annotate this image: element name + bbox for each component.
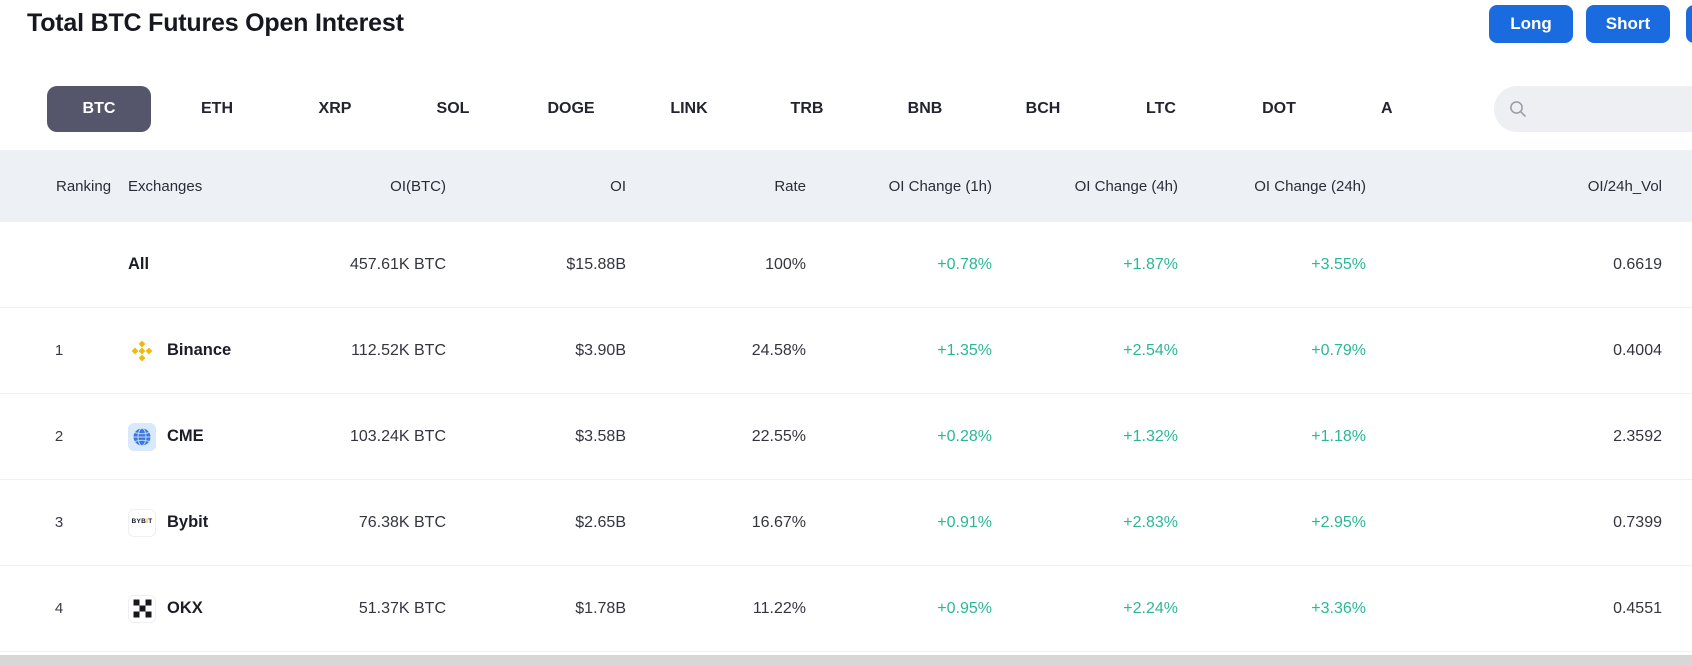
oi-btc-cell: 76.38K BTC [358, 513, 446, 531]
oi-change-24h-cell: +1.18% [1311, 427, 1366, 445]
bybit-icon: BYBIT [128, 508, 156, 537]
oi-change-4h-cell: +2.83% [1123, 513, 1178, 531]
tab-btc[interactable]: BTC [47, 86, 151, 132]
col-oi-btc[interactable]: OI(BTC) [390, 177, 446, 195]
oi-cell: $3.58B [575, 427, 626, 445]
tab-link[interactable]: LINK [670, 100, 708, 117]
exchange-name: OKX [167, 599, 203, 617]
exchange-name: All [128, 255, 150, 273]
tab-bnb[interactable]: BNB [907, 100, 943, 117]
page-title: Total BTC Futures Open Interest [27, 9, 404, 37]
exchange-name: Binance [167, 341, 232, 359]
oi-change-24h-cell: +2.95% [1311, 513, 1366, 531]
coin-tab-bar: BTC ETH XRP SOL DOGE LINK TRB BNB BCH LT… [40, 84, 1392, 134]
col-exchanges[interactable]: Exchanges [128, 177, 203, 195]
oi-change-4h-cell: +1.87% [1123, 255, 1178, 273]
oi-btc-cell: 103.24K BTC [349, 427, 446, 445]
oi-cell: $1.78B [575, 599, 626, 617]
col-ranking[interactable]: Ranking [56, 177, 112, 195]
rate-cell: 24.58% [751, 341, 806, 359]
oi-24h-vol-cell: 0.4004 [1613, 341, 1662, 359]
col-oi-change-4h[interactable]: OI Change (4h) [1074, 177, 1178, 195]
binance-icon [128, 337, 156, 365]
cme-icon [128, 422, 156, 451]
oi-btc-cell: 112.52K BTC [351, 341, 446, 359]
oi-24h-vol-cell: 2.3592 [1613, 427, 1662, 445]
exchange-name: CME [167, 427, 204, 445]
tab-bch[interactable]: BCH [1025, 100, 1061, 117]
col-oi[interactable]: OI [610, 177, 626, 195]
exchange-cell: Binance [110, 337, 325, 365]
oi-change-24h-cell: +0.79% [1311, 341, 1366, 359]
oi-change-24h-cell: +3.55% [1311, 255, 1366, 273]
top-actions: Long Short [1489, 5, 1670, 43]
long-button[interactable]: Long [1489, 5, 1573, 43]
col-oi-change-24h[interactable]: OI Change (24h) [1254, 177, 1366, 195]
table-row-binance[interactable]: 1 Binance 112.52K BTC $3. [0, 308, 1692, 394]
oi-cell: $3.90B [575, 341, 626, 359]
exchange-cell: All [110, 255, 325, 274]
oi-change-1h-cell: +1.35% [937, 341, 992, 359]
oi-cell: $15.88B [566, 255, 626, 273]
okx-icon [128, 594, 156, 623]
oi-change-4h-cell: +2.24% [1123, 599, 1178, 617]
tab-trb[interactable]: TRB [790, 100, 824, 117]
col-oi-24h-vol[interactable]: OI/24h_Vol [1587, 177, 1662, 195]
exchange-cell: CME [110, 422, 325, 451]
oi-change-24h-cell: +3.36% [1311, 599, 1366, 617]
oi-change-4h-cell: +2.54% [1123, 341, 1178, 359]
tab-apt[interactable]: APT [1381, 100, 1392, 117]
rank-cell: 4 [54, 600, 64, 617]
oi-cell: $2.65B [575, 513, 626, 531]
search-box[interactable] [1494, 86, 1692, 132]
oi-change-1h-cell: +0.95% [937, 599, 992, 617]
table-row-cme[interactable]: 2 CME 103.24K BTC $3.58B [0, 394, 1692, 480]
oi-change-1h-cell: +0.28% [937, 427, 992, 445]
rate-cell: 22.55% [751, 427, 806, 445]
oi-change-1h-cell: +0.78% [937, 255, 992, 273]
oi-24h-vol-cell: 0.4551 [1613, 599, 1662, 617]
oi-change-4h-cell: +1.32% [1123, 427, 1178, 445]
rank-cell: 1 [54, 342, 64, 359]
tab-dot[interactable]: DOT [1262, 100, 1296, 117]
table-row-okx[interactable]: 4 OKX 51.37K BTC $1.78B [0, 566, 1692, 652]
open-interest-table: Ranking Exchanges OI(BTC) OI Rate OI Cha… [0, 150, 1692, 652]
oi-btc-cell: 51.37K BTC [358, 599, 446, 617]
search-icon [1510, 101, 1526, 117]
tab-eth[interactable]: ETH [201, 100, 233, 117]
oi-change-1h-cell: +0.91% [937, 513, 992, 531]
tab-xrp[interactable]: XRP [318, 100, 352, 117]
rate-cell: 100% [765, 255, 806, 273]
rate-cell: 16.67% [751, 513, 806, 531]
partial-button[interactable] [1686, 5, 1692, 43]
rate-cell: 11.22% [752, 599, 806, 617]
oi-24h-vol-cell: 0.7399 [1613, 513, 1662, 531]
table-row-all[interactable]: All 457.61K BTC $15.88B 100% +0.78% +1.8… [0, 222, 1692, 308]
table-row-bybit[interactable]: 3 BYBIT Bybit 76.38K BTC $2.65B 16.67% +… [0, 480, 1692, 566]
col-rate[interactable]: Rate [774, 177, 806, 195]
exchange-cell: BYBIT Bybit [110, 508, 325, 537]
oi-btc-cell: 457.61K BTC [349, 255, 446, 273]
tab-ltc[interactable]: LTC [1146, 100, 1176, 117]
bottom-divider [0, 655, 1692, 666]
tab-doge[interactable]: DOGE [547, 100, 595, 117]
short-button[interactable]: Short [1586, 5, 1670, 43]
col-oi-change-1h[interactable]: OI Change (1h) [888, 177, 992, 195]
tab-sol[interactable]: SOL [436, 100, 470, 117]
exchange-name: Bybit [167, 513, 209, 531]
rank-cell: 3 [54, 514, 64, 531]
search-input[interactable] [1535, 100, 1685, 118]
rank-cell: 2 [54, 428, 64, 445]
oi-24h-vol-cell: 0.6619 [1613, 255, 1662, 273]
exchange-cell: OKX [110, 594, 325, 623]
table-header-row: Ranking Exchanges OI(BTC) OI Rate OI Cha… [0, 150, 1692, 222]
